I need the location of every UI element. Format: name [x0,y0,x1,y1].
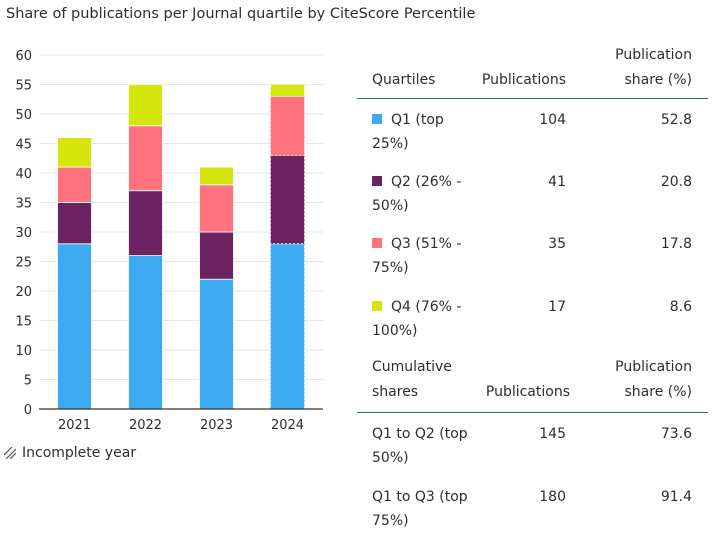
y-tick-label: 5 [24,374,32,389]
quartile-label-text: Q1 (top [391,112,444,128]
quartile-publications: 41 [548,174,566,190]
cumulative-row: Q1 to Q3 (top 75%) 180 91.4 [357,481,708,537]
quartile-table-header: Quartiles Publications Publication share… [357,44,708,99]
quartile-label-line2: 50%) [372,198,409,214]
stacked-bar-chart: 0 5 10 15 20 25 30 35 40 45 50 55 60 2021 2022 2023 2024 [15,49,323,433]
x-tick-label: 2023 [200,418,233,433]
cumulative-header-share-line1: Publication [615,359,692,375]
quartile-publications: 35 [548,236,566,252]
bar-2021-q1[interactable] [57,243,92,410]
quartile-publications: 104 [539,112,566,128]
quartile-label-line1: Q1 (top [372,109,444,132]
incomplete-year-label: Incomplete year [22,445,137,461]
quartile-label-text: Q2 (26% - [391,174,462,190]
y-tick-label: 15 [15,315,32,330]
y-tick-label: 60 [15,49,32,64]
cumulative-label-line2: 50%) [372,450,409,466]
bar-2024-q3[interactable] [270,95,305,156]
cumulative-label-line1: Q1 to Q2 (top [372,426,468,442]
cumulative-label-line1: Q1 to Q3 (top [372,489,468,505]
cumulative-publications: 180 [539,489,566,505]
cumulative-header-line2: shares [372,384,419,400]
incomplete-year-legend: Incomplete year [4,445,136,461]
quartile-table: Quartiles Publications Publication share… [357,44,708,99]
y-tick-label: 35 [15,197,32,212]
header-share-line2: share (%) [624,72,692,88]
bar-2022-q2[interactable] [128,190,163,256]
cumulative-header-share-line2: share (%) [624,384,692,400]
chart-title: Share of publications per Journal quarti… [6,6,476,22]
cumulative-header-publications: Publications [485,384,570,400]
bar-2023-q3[interactable] [199,184,234,233]
header-publications: Publications [481,72,566,88]
header-quartiles: Quartiles [372,72,436,88]
quartile-row: Q2 (26% - 50%) 41 20.8 [357,165,708,221]
cumulative-share: 73.6 [660,426,692,442]
cumulative-label-line2: 75%) [372,513,409,529]
quartile-label-line2: 75%) [372,260,409,276]
quartile-row: Q1 (top 25%) 104 52.8 [357,103,708,159]
bar-2024-q1[interactable] [270,243,305,410]
quartile-swatch [372,176,382,186]
y-tick-label: 55 [15,79,32,94]
bar-2021-q3[interactable] [57,166,92,203]
quartile-share: 17.8 [660,236,692,252]
quartile-swatch [372,114,382,124]
bar-2022-q1[interactable] [128,255,163,410]
y-tick-label: 10 [15,344,32,359]
bar-2024-q4[interactable] [270,84,305,97]
quartile-row: Q4 (76% - 100%) 17 8.6 [357,290,708,346]
quartile-label-line1: Q4 (76% - [372,296,461,319]
quartile-swatch [372,301,382,311]
quartile-label-line2: 25%) [372,136,409,152]
x-tick-label: 2024 [271,418,304,433]
bar-2024-q2[interactable] [270,154,305,245]
quartile-publications: 17 [548,299,566,315]
quartile-share: 52.8 [660,112,692,128]
y-tick-label: 30 [15,226,32,241]
x-tick-label: 2022 [129,418,162,433]
bar-2023-q4[interactable] [199,166,234,186]
quartile-label-line2: 100%) [372,323,418,339]
cumulative-table: Cumulative shares Publications Publicati… [357,356,708,413]
cumulative-table-header: Cumulative shares Publications Publicati… [357,356,708,413]
hatch-pattern-icon [4,447,16,459]
y-tick-label: 25 [15,256,32,271]
bar-2021-q4[interactable] [57,137,92,168]
y-tick-label: 50 [15,108,32,123]
y-tick-label: 45 [15,138,32,153]
quartile-share: 8.6 [669,299,692,315]
bar-2022-q4[interactable] [128,84,163,127]
quartile-label-line1: Q2 (26% - [372,171,461,194]
y-tick-label: 20 [15,285,32,300]
cumulative-row: Q1 to Q2 (top 50%) 145 73.6 [357,418,708,474]
bar-2023-q2[interactable] [199,231,234,280]
quartile-swatch [372,238,382,248]
header-share-line1: Publication [615,47,692,63]
quartile-share: 20.8 [660,174,692,190]
bar-2023-q1[interactable] [199,278,234,410]
cumulative-publications: 145 [539,426,566,442]
bar-2021-q2[interactable] [57,202,92,245]
x-tick-label: 2021 [58,418,91,433]
quartile-label-text: Q3 (51% - [391,236,462,252]
quartile-row: Q3 (51% - 75%) 35 17.8 [357,227,708,283]
quartile-label-line1: Q3 (51% - [372,233,461,256]
bar-2022-q3[interactable] [128,125,163,192]
cumulative-header-line1: Cumulative [372,359,452,375]
cumulative-share: 91.4 [660,489,692,505]
y-tick-label: 0 [24,403,32,418]
y-tick-label: 40 [15,167,32,182]
quartile-label-text: Q4 (76% - [391,299,462,315]
